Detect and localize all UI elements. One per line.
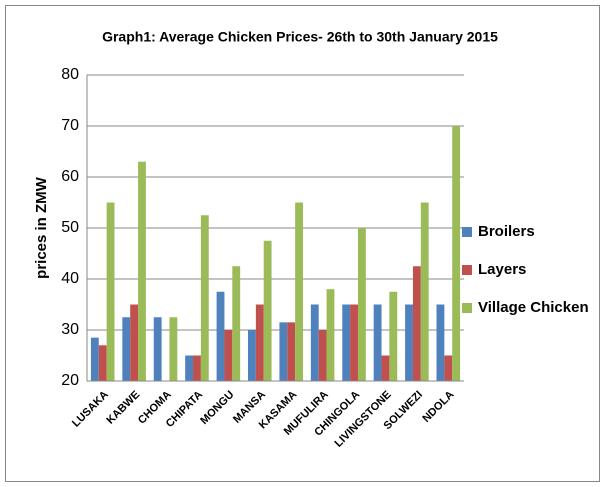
bar: [224, 330, 233, 381]
y-tick-label: 60: [61, 168, 79, 185]
bar: [452, 126, 461, 381]
bar: [357, 228, 366, 381]
legend-swatch: [462, 265, 472, 275]
legend-label: Village Chicken: [478, 299, 589, 316]
y-tick-label: 70: [61, 117, 79, 134]
bar: [373, 304, 382, 381]
bar: [310, 304, 319, 381]
bar: [342, 304, 351, 381]
bar: [216, 291, 225, 381]
bar: [153, 317, 162, 381]
bar: [444, 355, 453, 381]
bar: [106, 202, 115, 381]
bar: [200, 215, 209, 381]
bar: [420, 202, 429, 381]
bar: [350, 304, 358, 381]
legend-label: Broilers: [478, 223, 535, 240]
bar: [412, 266, 421, 381]
bar: [98, 345, 107, 381]
bar: [193, 355, 201, 381]
legend-label: Layers: [478, 261, 526, 278]
bar: [248, 330, 256, 381]
bar: [130, 304, 139, 381]
legend-swatch: [462, 303, 472, 313]
bar: [436, 304, 445, 381]
bar: [389, 291, 398, 381]
bar: [381, 355, 390, 381]
y-tick-label: 30: [61, 321, 79, 338]
bar: [318, 330, 327, 381]
chart-title: Graph1: Average Chicken Prices- 26th to …: [102, 29, 498, 45]
bar: [295, 202, 303, 381]
y-tick-label: 40: [61, 270, 79, 287]
bar: [405, 304, 413, 381]
bar: [232, 266, 241, 381]
bar: [287, 322, 296, 381]
bar: [326, 289, 335, 381]
y-tick-label: 80: [61, 66, 79, 83]
bar: [138, 161, 146, 381]
bar: [169, 317, 178, 381]
bar: [122, 317, 131, 381]
y-tick-label: 20: [61, 372, 79, 389]
bar: [185, 355, 194, 381]
bar: [255, 304, 264, 381]
legend-swatch: [462, 227, 472, 237]
bar: [279, 322, 288, 381]
y-axis-label: prices in ZMW: [33, 176, 50, 279]
bar: [90, 337, 99, 381]
y-tick-label: 50: [61, 219, 79, 236]
bar: [263, 240, 272, 381]
